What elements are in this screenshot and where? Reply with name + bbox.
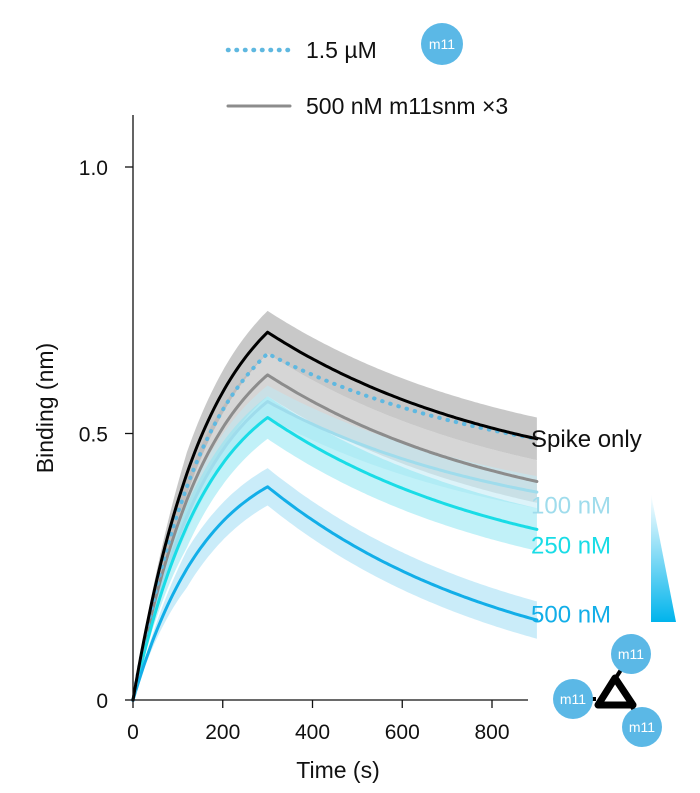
m11-badge-icon bbox=[553, 679, 593, 719]
x-tick-label: 600 bbox=[385, 721, 420, 744]
series-band bbox=[133, 468, 537, 700]
m11-badge-icon bbox=[622, 707, 662, 747]
concentration-gradient-wedge bbox=[651, 494, 676, 622]
legend: 1.5 µM m11 500 nM m11snm ×3 bbox=[225, 23, 508, 119]
series-line bbox=[131, 485, 539, 702]
series-end-label: 100 nM bbox=[531, 492, 611, 519]
series-labels: Spike only 100 nM 250 nM 500 nM bbox=[531, 426, 642, 629]
badge-label: m11 bbox=[618, 646, 644, 662]
series-end-label: 250 nM bbox=[531, 532, 611, 559]
legend-label: 500 nM m11snm ×3 bbox=[306, 93, 508, 119]
series-lines bbox=[131, 330, 539, 702]
series-line bbox=[131, 330, 539, 702]
badge-label: m11 bbox=[560, 691, 586, 707]
series-band bbox=[133, 310, 537, 700]
x-tick-label: 800 bbox=[474, 721, 509, 744]
series-line bbox=[131, 373, 539, 702]
badge-label: m11 bbox=[429, 36, 455, 52]
badge-label: m11 bbox=[629, 719, 655, 735]
series-end-label: Spike only bbox=[531, 426, 642, 453]
axes: 0 200 400 600 800 0 0.5 1.0 Time (s) Binding (nm) bbox=[32, 115, 528, 783]
y-tick-label: 0 bbox=[96, 690, 108, 713]
y-tick-label: 1.0 bbox=[79, 157, 108, 180]
series-band bbox=[133, 353, 537, 700]
trimer-triangle-icon bbox=[594, 674, 637, 709]
series-line bbox=[131, 351, 539, 702]
m11-badge-icon bbox=[421, 23, 463, 65]
legend-label: 1.5 µM bbox=[306, 37, 377, 63]
series-line bbox=[131, 416, 539, 702]
series-end-label: 500 nM bbox=[531, 602, 611, 629]
series-band bbox=[133, 385, 537, 700]
x-tick-label: 0 bbox=[127, 721, 139, 744]
x-axis-title: Time (s) bbox=[296, 757, 379, 783]
trimer-icon: m11 m11 m11 bbox=[553, 634, 662, 747]
series-line bbox=[131, 400, 539, 702]
x-tick-label: 200 bbox=[205, 721, 240, 744]
y-tick-label: 0.5 bbox=[79, 424, 108, 447]
m11-badge-icon bbox=[611, 634, 651, 674]
x-tick-label: 400 bbox=[295, 721, 330, 744]
y-axis-title: Binding (nm) bbox=[32, 343, 58, 473]
concentration-key bbox=[651, 494, 676, 622]
